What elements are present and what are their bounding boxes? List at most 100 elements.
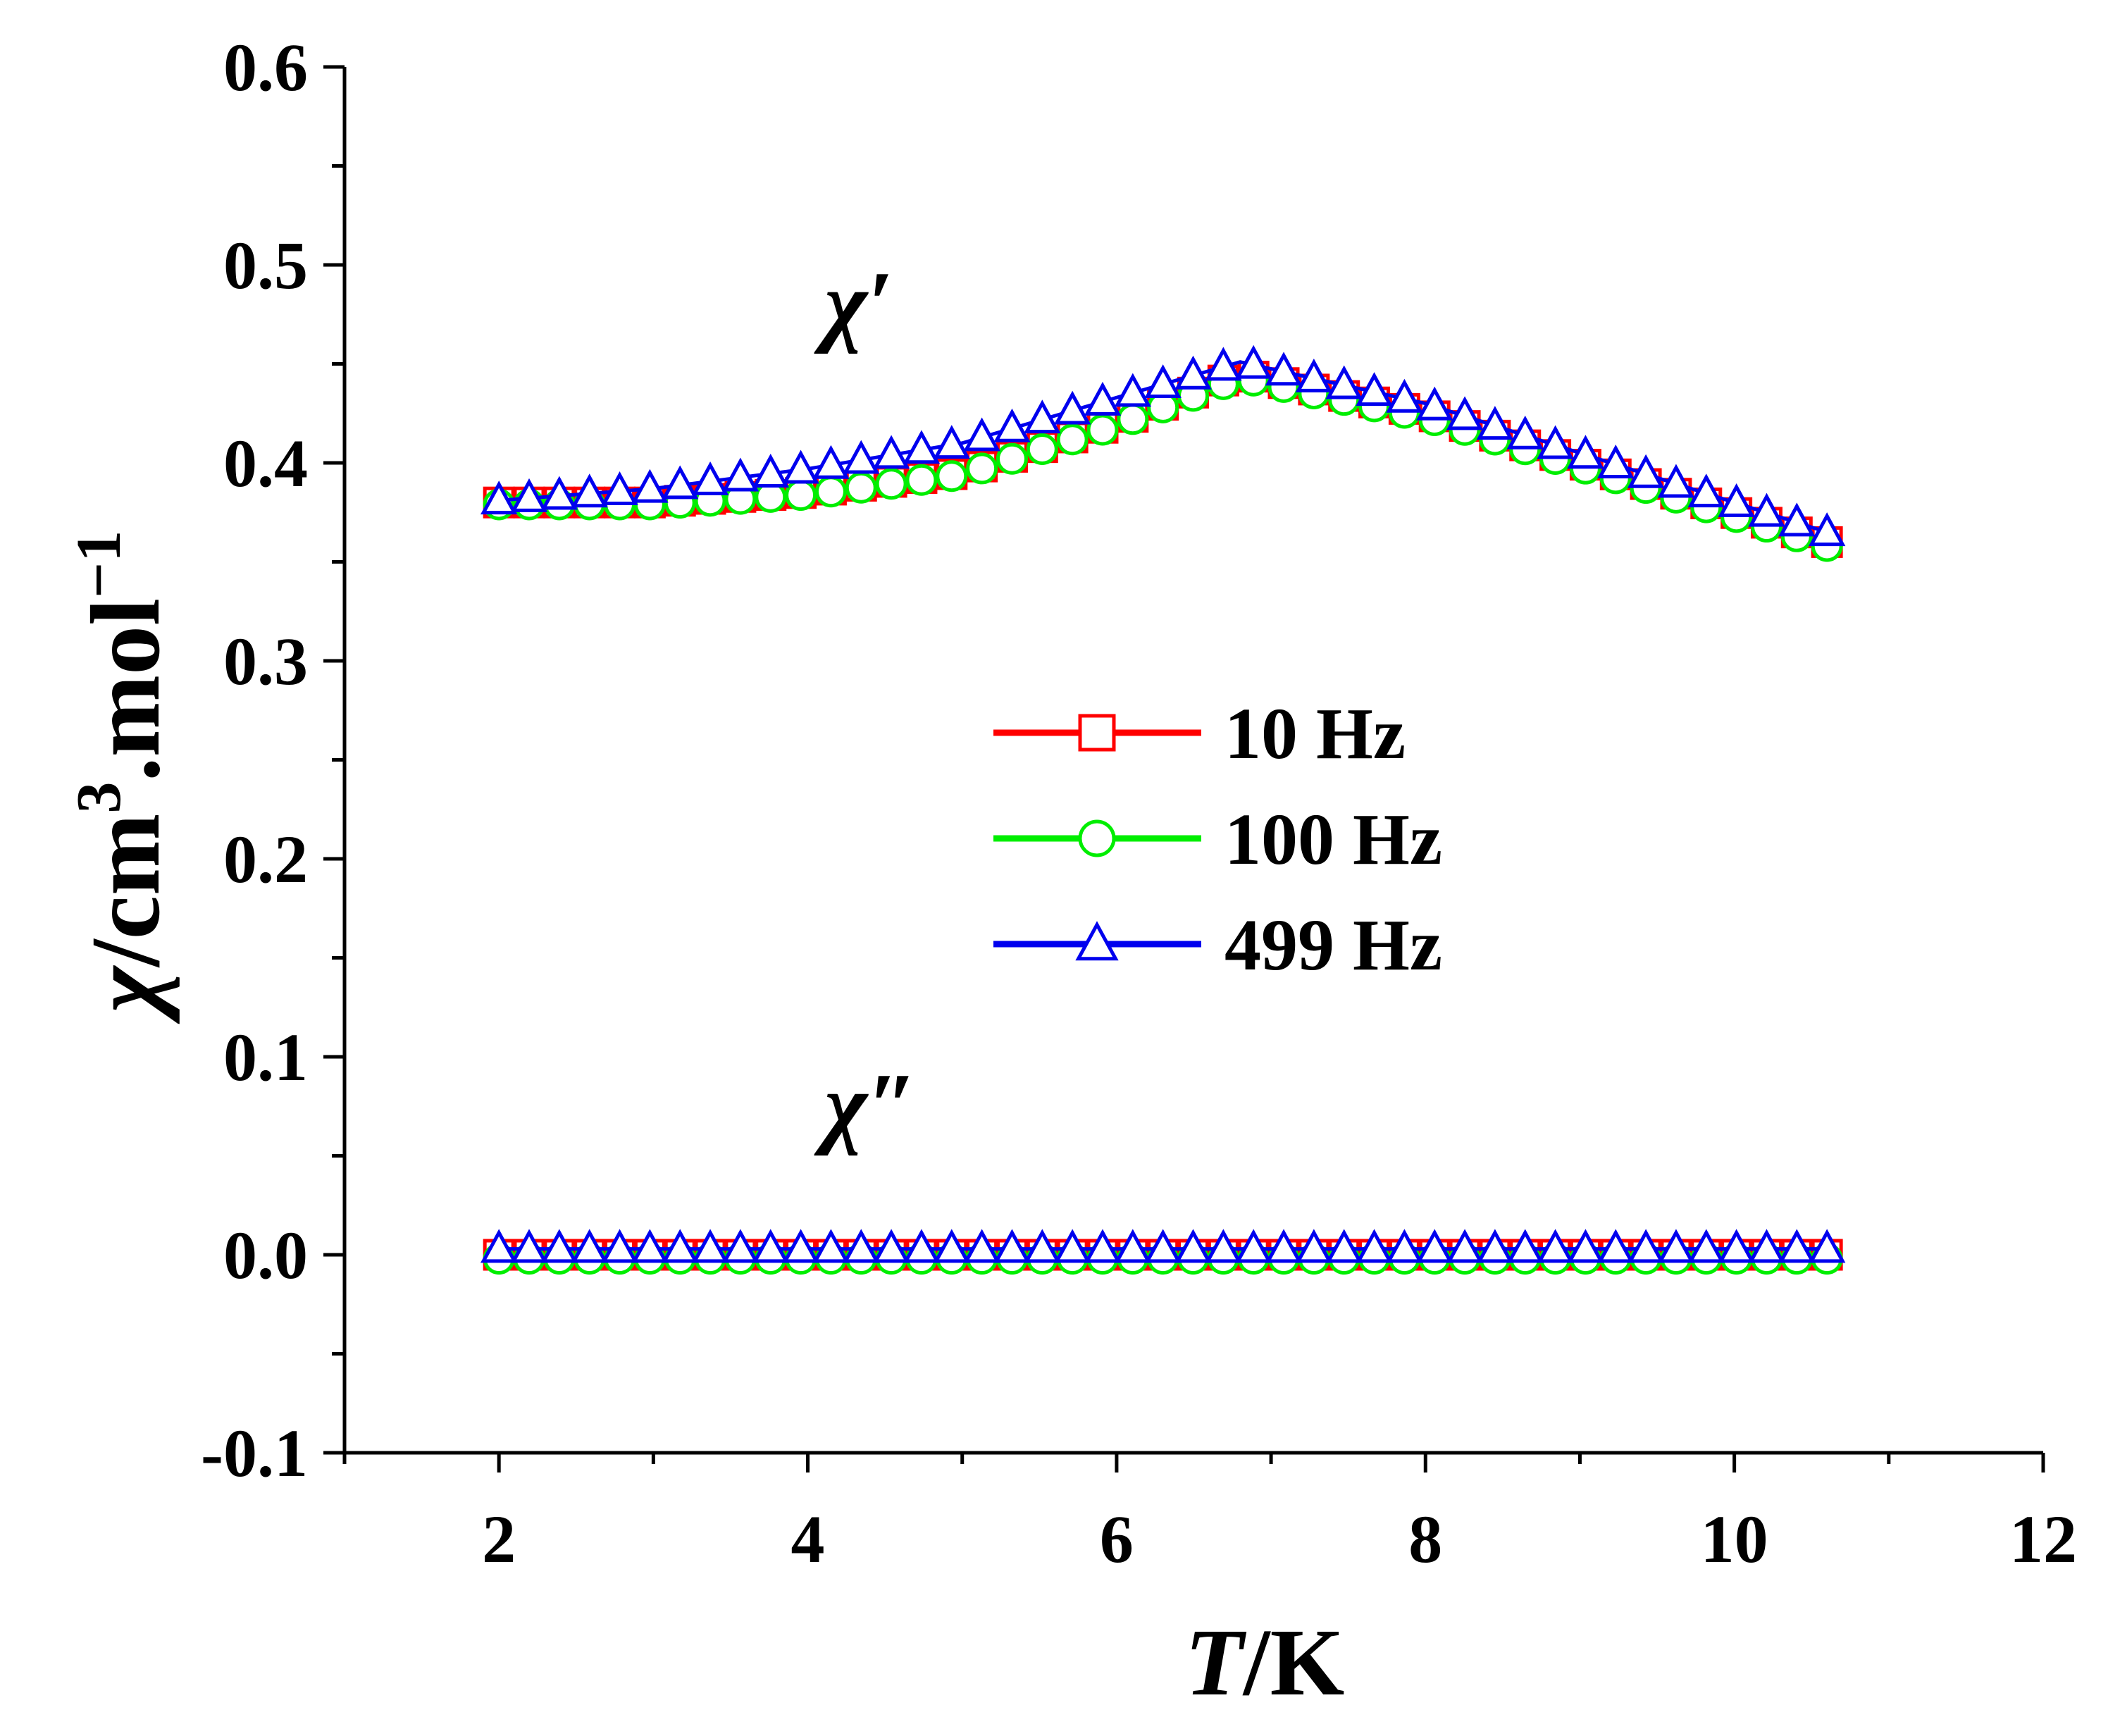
data-point-chi-dprime: [903, 1229, 941, 1263]
data-point-chi-prime: [721, 457, 760, 492]
legend-item-100-hz: 100 Hz: [993, 799, 1442, 880]
data-point-chi-dprime: [812, 1229, 850, 1263]
data-point-chi-dprime: [993, 1229, 1031, 1263]
y-tick-label: 0.3: [223, 624, 308, 699]
data-point-chi-dprime: [872, 1229, 910, 1263]
x-tick-label: 2: [482, 1501, 516, 1577]
y-axis-label: χ/cm3.mol−1: [64, 531, 180, 1025]
data-point-chi-prime: [1026, 433, 1058, 465]
data-point-chi-dprime: [1295, 1229, 1333, 1263]
data-point-chi-prime: [1567, 435, 1604, 469]
data-point-chi-dprime: [782, 1229, 819, 1263]
data-point-chi-dprime: [540, 1229, 578, 1263]
y-axis-label-mol: .mol: [71, 598, 180, 782]
data-point-chi-dprime: [1174, 1229, 1212, 1263]
legend-label: 100 Hz: [1224, 799, 1442, 880]
series-499-hz: [480, 345, 1846, 1263]
x-tick-label: 8: [1408, 1501, 1442, 1577]
y-axis-label-sup-minus1: −1: [64, 531, 134, 598]
legend-label: 499 Hz: [1224, 905, 1442, 986]
data-point-chi-prime: [480, 480, 518, 515]
data-point-chi-prime: [1174, 355, 1212, 390]
data-point-chi-prime: [812, 445, 850, 479]
data-point-chi-prime: [1117, 403, 1149, 435]
data-point-chi-prime: [1627, 454, 1665, 488]
data-point-chi-dprime: [1446, 1229, 1484, 1263]
data-point-chi-prime: [966, 452, 998, 485]
data-point-chi-prime: [963, 417, 1000, 452]
data-point-chi-prime: [1778, 502, 1816, 537]
y-axis-label-unit: /cm: [71, 814, 180, 969]
data-point-chi-prime: [631, 469, 669, 503]
data-point-chi-prime: [1024, 399, 1061, 434]
series-100-hz: [483, 364, 1843, 1275]
data-point-chi-dprime: [1657, 1229, 1695, 1263]
data-point-chi-prime: [875, 468, 907, 500]
data-point-chi-prime: [785, 479, 817, 512]
data-point-chi-dprime: [721, 1229, 760, 1263]
legend: 10 Hz 100 Hz 499 Hz: [993, 693, 1442, 986]
data-point-chi-prime: [662, 465, 699, 500]
data-point-chi-dprime: [1024, 1229, 1061, 1263]
legend-marker: [1078, 714, 1116, 752]
data-point-chi-prime: [1205, 347, 1242, 381]
data-point-chi-dprime: [1687, 1229, 1725, 1263]
data-point-chi-dprime: [1567, 1229, 1604, 1263]
y-axis-label-symbol: χ: [71, 965, 180, 1024]
data-point-chi-prime: [1808, 512, 1846, 547]
data-point-chi-dprime: [1416, 1229, 1453, 1263]
data-point-chi-dprime: [631, 1229, 669, 1263]
data-point-chi-dprime: [1144, 1229, 1182, 1263]
data-point-chi-prime: [933, 425, 970, 459]
data-point-chi-prime: [1657, 464, 1695, 498]
data-point-chi-prime: [1234, 345, 1272, 379]
data-point-chi-dprime: [1627, 1229, 1665, 1263]
x-axis-label: T/K: [1185, 1610, 1345, 1716]
data-point-chi-dprime: [963, 1229, 1000, 1263]
data-point-chi-dprime: [662, 1229, 699, 1263]
data-point-chi-dprime: [1506, 1229, 1544, 1263]
data-point-chi-prime: [691, 461, 729, 495]
data-point-chi-dprime: [1265, 1229, 1303, 1263]
data-point-chi-dprime: [1234, 1229, 1272, 1263]
data-point-chi-dprime: [1084, 1229, 1122, 1263]
y-tick-label: 0.2: [223, 822, 308, 897]
data-point-chi-dprime: [1597, 1229, 1635, 1263]
y-tick-label: 0.4: [223, 426, 308, 501]
data-point-chi-prime: [936, 460, 968, 492]
data-point-chi-prime: [814, 476, 847, 508]
data-point-chi-dprime: [1325, 1229, 1363, 1263]
data-point-chi-prime: [1506, 415, 1544, 450]
data-point-chi-prime: [845, 471, 877, 504]
x-axis-label-unit: /K: [1242, 1610, 1345, 1716]
x-tick-label: 12: [2009, 1501, 2077, 1577]
data-point-chi-prime: [1748, 492, 1785, 527]
data-point-chi-dprime: [1386, 1229, 1423, 1263]
data-point-chi-dprime: [1356, 1229, 1393, 1263]
plot-axes: [323, 65, 2045, 1472]
y-axis-label-sup-3: 3: [64, 782, 134, 814]
data-point-chi-prime: [1356, 372, 1393, 407]
data-point-chi-prime: [1597, 445, 1635, 478]
data-point-chi-dprime: [691, 1229, 729, 1263]
legend-marker: [1075, 921, 1119, 961]
legend-label: 10 Hz: [1224, 693, 1406, 774]
data-point-chi-prime: [905, 464, 938, 496]
data-point-chi-prime: [1053, 390, 1091, 425]
data-point-chi-prime: [1325, 365, 1363, 399]
data-point-chi-prime: [872, 435, 910, 469]
data-point-chi-dprime: [1748, 1229, 1785, 1263]
y-tick-label: 0.5: [223, 228, 308, 303]
series-layer: [480, 345, 1846, 1275]
data-point-chi-prime: [1718, 483, 1755, 517]
data-point-chi-dprime: [933, 1229, 970, 1263]
legend-marker: [1078, 819, 1116, 857]
data-point-chi-prime: [1537, 425, 1574, 459]
data-point-chi-dprime: [480, 1229, 518, 1263]
data-point-chi-prime: [1295, 358, 1333, 392]
data-point-chi-prime: [903, 430, 941, 464]
data-point-chi-prime: [540, 476, 578, 510]
data-point-chi-prime: [1416, 386, 1453, 421]
data-point-chi-dprime: [843, 1229, 880, 1263]
